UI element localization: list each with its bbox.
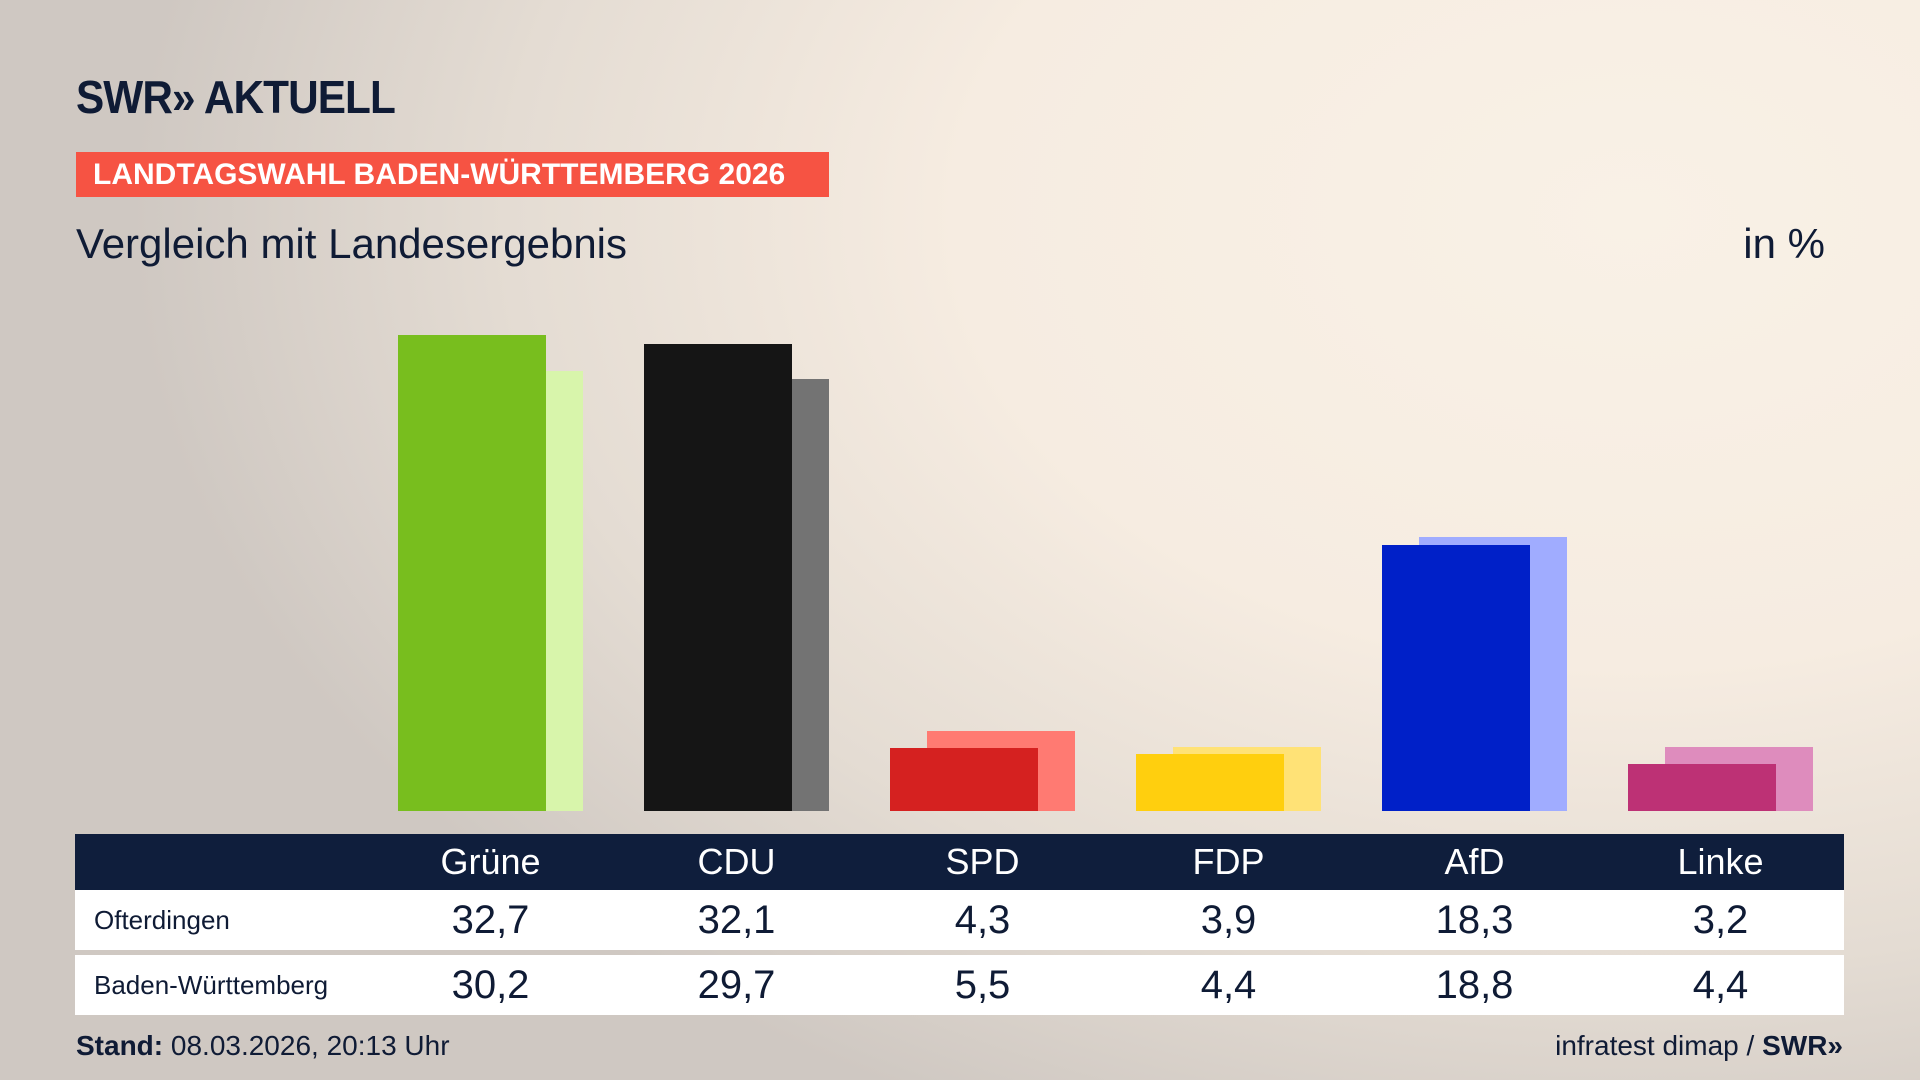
bar-landesergebnis-4 bbox=[1419, 537, 1567, 811]
value-cell: 3,2 bbox=[1692, 898, 1749, 942]
value-cell: 29,7 bbox=[697, 963, 776, 1007]
value-cell: 32,1 bbox=[697, 898, 776, 942]
value-cell: 32,7 bbox=[451, 898, 530, 942]
election-band: LANDTAGSWAHL BADEN-WÜRTTEMBERG 2026 bbox=[76, 152, 829, 197]
party-header: FDP bbox=[1192, 841, 1265, 882]
value-cell: 4,4 bbox=[1692, 963, 1749, 1007]
stand-value: 08.03.2026, 20:13 Uhr bbox=[170, 1030, 450, 1061]
swr-aktuell-logo: SWR» AKTUELL bbox=[76, 71, 396, 123]
bar-ofterdingen-5 bbox=[1628, 764, 1776, 811]
bar-ofterdingen-0 bbox=[398, 335, 546, 811]
unit-label: in % bbox=[1743, 220, 1825, 267]
bar-ofterdingen-4 bbox=[1382, 544, 1530, 811]
stand-label: Stand: bbox=[76, 1030, 164, 1061]
value-cell: 30,2 bbox=[451, 963, 530, 1007]
bar-landesergebnis-5 bbox=[1665, 746, 1813, 811]
swr-logo: SWR» bbox=[1762, 1030, 1843, 1061]
table-row-bw: Baden-Württemberg 30,2 29,7 5,5 4,4 18,8 4,4 bbox=[75, 955, 1844, 1015]
bar-landesergebnis-3 bbox=[1173, 746, 1321, 811]
bar-ofterdingen-1 bbox=[644, 343, 792, 811]
value-cell: 5,5 bbox=[954, 963, 1011, 1007]
row-label: Ofterdingen bbox=[94, 905, 230, 935]
value-cell: 4,4 bbox=[1200, 963, 1257, 1007]
bar-landesergebnis-1 bbox=[681, 378, 829, 811]
source: infratest dimap / SWR» bbox=[1555, 1030, 1843, 1062]
bar-ofterdingen-2 bbox=[890, 748, 1038, 811]
value-cell: 4,3 bbox=[954, 898, 1011, 942]
value-cell: 18,3 bbox=[1435, 898, 1514, 942]
party-header: CDU bbox=[697, 841, 776, 882]
party-header: Linke bbox=[1677, 841, 1764, 882]
bar-landesergebnis-0 bbox=[435, 371, 583, 811]
chart-title: Vergleich mit Landesergebnis bbox=[76, 220, 628, 267]
row-label: Baden-Württemberg bbox=[94, 970, 329, 1000]
timestamp: Stand: 08.03.2026, 20:13 Uhr bbox=[76, 1030, 450, 1062]
party-header: Grüne bbox=[440, 841, 541, 882]
bar-ofterdingen-3 bbox=[1136, 754, 1284, 811]
value-cell: 3,9 bbox=[1200, 898, 1257, 942]
table-header: Grüne CDU SPD FDP AfD Linke bbox=[75, 834, 1844, 890]
party-header: AfD bbox=[1444, 841, 1505, 882]
bar-landesergebnis-2 bbox=[927, 730, 1075, 811]
table-row-ofterdingen: Ofterdingen 32,7 32,1 4,3 3,9 18,3 3,2 bbox=[75, 890, 1844, 950]
value-cell: 18,8 bbox=[1435, 963, 1514, 1007]
party-header: SPD bbox=[945, 841, 1020, 882]
source-text: infratest dimap / bbox=[1555, 1030, 1755, 1061]
